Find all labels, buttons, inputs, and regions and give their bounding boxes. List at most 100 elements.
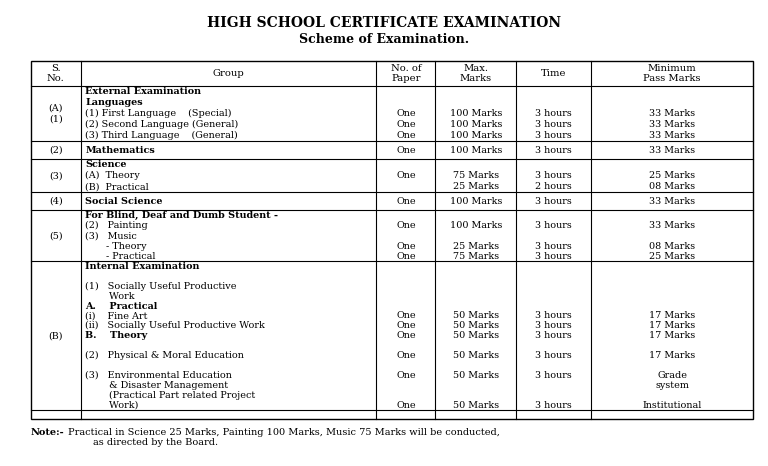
Text: (i)    Fine Art: (i) Fine Art [85,311,147,321]
Text: 17 Marks: 17 Marks [649,331,695,340]
Text: & Disaster Management: & Disaster Management [85,381,228,390]
Text: Science: Science [85,160,127,169]
Text: Institutional: Institutional [642,401,702,410]
Text: 50 Marks: 50 Marks [452,401,499,410]
Text: One: One [396,351,415,360]
Text: 33 Marks: 33 Marks [649,145,695,155]
Text: 3 hours: 3 hours [535,120,572,129]
Text: One: One [396,322,415,330]
Text: 100 Marks: 100 Marks [449,131,502,140]
Text: Mathematics: Mathematics [85,145,155,155]
Text: (B): (B) [48,331,63,340]
Text: (3) Third Language    (General): (3) Third Language (General) [85,131,238,140]
Text: 25 Marks: 25 Marks [452,241,499,251]
Text: 33 Marks: 33 Marks [649,109,695,118]
Text: (2) Second Language (General): (2) Second Language (General) [85,120,239,129]
Text: One: One [396,171,415,180]
Text: Grade: Grade [657,371,687,380]
Text: 50 Marks: 50 Marks [452,311,499,321]
Text: system: system [655,381,689,390]
Text: (ii)   Socially Useful Productive Work: (ii) Socially Useful Productive Work [85,321,265,330]
Text: Languages: Languages [85,98,143,107]
Text: (A)
(1): (A) (1) [48,104,63,123]
Text: Note:-: Note:- [31,428,65,437]
Text: HIGH SCHOOL CERTIFICATE EXAMINATION: HIGH SCHOOL CERTIFICATE EXAMINATION [207,16,561,30]
Text: 33 Marks: 33 Marks [649,221,695,230]
Text: (Practical Part related Project: (Practical Part related Project [85,391,256,400]
Text: (3)   Music: (3) Music [85,231,137,240]
Text: 3 hours: 3 hours [535,197,572,206]
Text: One: One [396,145,415,155]
Text: S.
No.: S. No. [47,64,65,83]
Text: One: One [396,197,415,206]
Text: One: One [396,109,415,118]
Text: 33 Marks: 33 Marks [649,197,695,206]
Text: Internal Examination: Internal Examination [85,262,200,271]
Text: One: One [396,131,415,140]
Text: One: One [396,252,415,261]
Text: 33 Marks: 33 Marks [649,120,695,129]
Text: 17 Marks: 17 Marks [649,322,695,330]
Text: 2 hours: 2 hours [535,182,572,192]
Text: 3 hours: 3 hours [535,241,572,251]
Text: One: One [396,401,415,410]
Text: One: One [396,331,415,340]
Text: 3 hours: 3 hours [535,221,572,230]
Text: (3): (3) [49,171,62,180]
Text: 17 Marks: 17 Marks [649,311,695,321]
Text: 3 hours: 3 hours [535,131,572,140]
Text: One: One [396,241,415,251]
Text: 75 Marks: 75 Marks [452,171,499,180]
Text: (1)   Socially Useful Productive: (1) Socially Useful Productive [85,281,237,291]
Text: 08 Marks: 08 Marks [649,182,695,192]
Text: 25 Marks: 25 Marks [649,171,695,180]
Text: (5): (5) [49,231,62,240]
Text: 75 Marks: 75 Marks [452,252,499,261]
Text: (A)  Theory: (A) Theory [85,171,140,180]
Text: 100 Marks: 100 Marks [449,221,502,230]
Text: 3 hours: 3 hours [535,351,572,360]
Text: 50 Marks: 50 Marks [452,322,499,330]
Text: 50 Marks: 50 Marks [452,351,499,360]
Text: (4): (4) [49,197,62,206]
Text: (2)   Physical & Moral Education: (2) Physical & Moral Education [85,351,244,360]
Text: One: One [396,120,415,129]
Text: A.    Practical: A. Practical [85,302,157,310]
Text: Max.
Marks: Max. Marks [460,64,492,83]
Text: 25 Marks: 25 Marks [452,182,499,192]
Text: One: One [396,371,415,380]
Text: (B)  Practical: (B) Practical [85,182,149,192]
Text: (2)   Painting: (2) Painting [85,221,148,230]
Text: 17 Marks: 17 Marks [649,351,695,360]
Text: - Practical: - Practical [85,252,156,261]
Text: 3 hours: 3 hours [535,331,572,340]
Text: 3 hours: 3 hours [535,311,572,321]
Text: 08 Marks: 08 Marks [649,241,695,251]
Text: 33 Marks: 33 Marks [649,131,695,140]
Text: 100 Marks: 100 Marks [449,197,502,206]
Text: 100 Marks: 100 Marks [449,120,502,129]
Text: 3 hours: 3 hours [535,252,572,261]
Text: Minimum
Pass Marks: Minimum Pass Marks [644,64,700,83]
Text: 3 hours: 3 hours [535,322,572,330]
Text: Group: Group [213,69,244,78]
Text: One: One [396,221,415,230]
Text: 3 hours: 3 hours [535,109,572,118]
Text: 3 hours: 3 hours [535,371,572,380]
Text: Time: Time [541,69,567,78]
Text: - Theory: - Theory [85,241,147,251]
Text: Practical in Science 25 Marks, Painting 100 Marks, Music 75 Marks will be conduc: Practical in Science 25 Marks, Painting … [68,428,499,447]
Text: (2): (2) [49,145,62,155]
Text: 50 Marks: 50 Marks [452,371,499,380]
Text: 3 hours: 3 hours [535,401,572,410]
Text: 50 Marks: 50 Marks [452,331,499,340]
Text: 100 Marks: 100 Marks [449,109,502,118]
Text: External Examination: External Examination [85,87,201,96]
Text: 3 hours: 3 hours [535,145,572,155]
Text: Scheme of Examination.: Scheme of Examination. [299,33,469,46]
Text: Social Science: Social Science [85,197,163,206]
Text: (3)   Environmental Education: (3) Environmental Education [85,371,232,380]
Text: (1) First Language    (Special): (1) First Language (Special) [85,109,232,118]
Bar [31,61,753,419]
Text: For Blind, Deaf and Dumb Student -: For Blind, Deaf and Dumb Student - [85,211,278,220]
